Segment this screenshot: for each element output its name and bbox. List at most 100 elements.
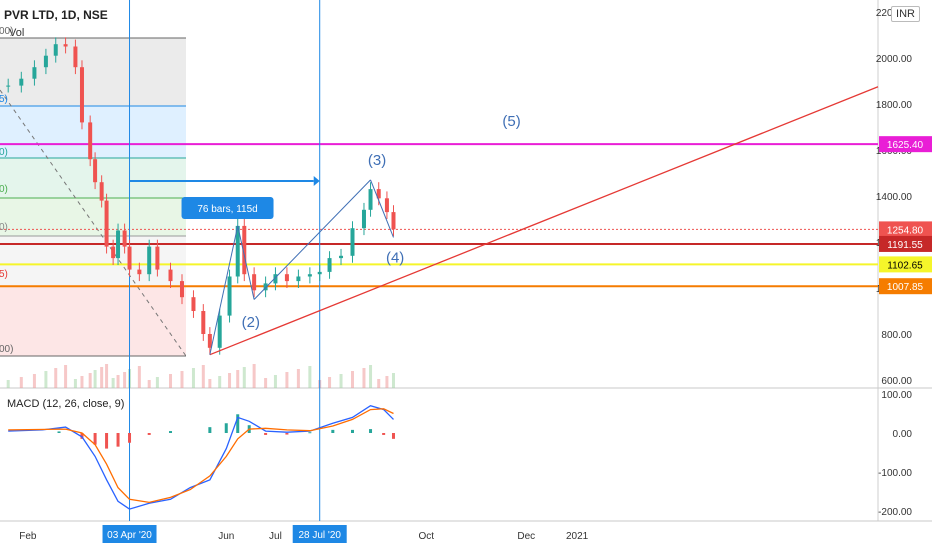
candle-body-32 (296, 276, 301, 282)
candle-body-9 (93, 159, 98, 183)
volume-bar-12 (111, 378, 115, 388)
candle-body-13 (116, 230, 121, 259)
x-tick-label-4: Dec (517, 531, 535, 542)
macd-hist-bar-18 (382, 433, 386, 435)
level-label-0: 1625.40 (887, 140, 924, 151)
candle-body-27 (242, 225, 247, 275)
volume-bar-26 (236, 370, 240, 388)
macd-hist-bar-0 (57, 431, 61, 433)
level-label-4: 1007.85 (887, 282, 924, 293)
candle-body-17 (147, 246, 152, 275)
volume-bar-37 (351, 371, 354, 388)
wave-label-2: (4) (386, 250, 404, 267)
volume-bar-14 (123, 372, 127, 388)
candle-body-1 (19, 78, 24, 86)
volume-bar-18 (155, 377, 159, 388)
candle-body-25 (227, 276, 232, 316)
volume-bar-13 (116, 375, 120, 388)
x-tick-label-2: Jul (269, 531, 282, 542)
candle-body-8 (88, 122, 93, 160)
macd-hist-bar-15 (331, 429, 335, 433)
level-badge-2 (879, 235, 932, 252)
x-tick-label-1: Jun (218, 531, 234, 542)
level-label-3: 1102.65 (887, 260, 923, 271)
level-badge-3 (879, 256, 932, 273)
macd-tick-label-3: -200.00 (878, 507, 912, 518)
volume-bar-41 (385, 376, 389, 388)
x-tick-label-3: Oct (418, 531, 434, 542)
macd-hist-bar-19 (391, 433, 395, 439)
volume-bar-8 (88, 373, 92, 388)
volume-bar-27 (242, 367, 246, 388)
macd-hist-bar-2 (93, 433, 97, 445)
volume-bar-7 (80, 376, 84, 388)
wave-line-2 (237, 225, 255, 300)
macd-tick-label-2: -100.00 (878, 468, 912, 479)
macd-series-line-0 (8, 404, 394, 510)
candle-body-36 (339, 255, 344, 259)
macd-hist-bar-3 (105, 433, 109, 449)
candle-body-18 (155, 246, 160, 270)
candle-body-7 (79, 67, 84, 123)
annotation-bubble (181, 197, 274, 219)
volume-bar-0 (6, 380, 10, 388)
candle-body-20 (179, 281, 184, 298)
volume-bar-2 (32, 374, 36, 388)
volume-bar-4 (54, 368, 58, 388)
candle-body-33 (307, 274, 312, 277)
volume-bar-17 (147, 380, 151, 388)
volume-bar-42 (391, 373, 395, 388)
candle-body-30 (273, 274, 278, 284)
y-tick-label-4: 1400.00 (876, 192, 913, 203)
candle-body-26 (235, 225, 240, 277)
candle-body-38 (361, 209, 366, 229)
candle-body-3 (43, 55, 48, 68)
fib-label-1: 5) (0, 94, 8, 105)
candle-body-2 (32, 67, 37, 79)
annotation-text: 76 bars, 115d (197, 204, 257, 215)
candle-body-12 (111, 246, 116, 259)
macd-series-line-1 (8, 408, 394, 504)
fib-zone-gray (0, 38, 186, 106)
candle-body-37 (350, 228, 355, 256)
candle-body-19 (168, 269, 173, 282)
wave-label-1: (3) (368, 152, 386, 169)
volume-bar-19 (169, 374, 173, 388)
x-tick-label-5: 2021 (566, 531, 589, 542)
volume-bar-28 (252, 364, 256, 388)
x-highlight-label-0: 03 Apr '20 (107, 530, 152, 541)
x-highlight-badge-0 (102, 525, 157, 543)
x-tick-label-0: Feb (19, 531, 37, 542)
currency-button[interactable]: INR (891, 6, 920, 22)
volume-bar-29 (264, 378, 268, 388)
chart-title: PVR LTD, 1D, NSE (4, 8, 108, 22)
volume-bar-23 (208, 379, 212, 388)
wave-label-3: (5) (502, 113, 520, 130)
fib-zone-red (0, 286, 186, 356)
volume-bar-24 (218, 376, 222, 388)
volume-bar-30 (273, 375, 277, 388)
candle-body-15 (127, 246, 132, 270)
candle-body-22 (201, 311, 206, 334)
fib-label-2: 0) (0, 147, 8, 158)
macd-title: MACD (12, 26, close, 9) (7, 398, 125, 410)
macd-hist-bar-9 (224, 423, 228, 433)
x-highlight-badge-1 (292, 525, 347, 543)
candle-body-42 (391, 212, 396, 230)
fib-trend-line (0, 89, 187, 357)
macd-hist-bar-16 (351, 429, 354, 433)
candle-body-24 (217, 315, 222, 348)
candle-body-16 (137, 269, 142, 275)
volume-bar-5 (64, 365, 68, 388)
x-highlight-label-1: 28 Jul '20 (298, 530, 341, 541)
volume-label: Vol (9, 27, 25, 39)
macd-hist-bar-7 (169, 431, 173, 433)
fib-label-6: 00) (0, 344, 14, 355)
volume-bar-32 (296, 369, 300, 388)
fib-label-4: 0) (0, 222, 8, 233)
volume-bar-33 (308, 366, 312, 388)
wave-line-4 (370, 179, 394, 238)
y-tick-label-7: 2000.00 (876, 54, 913, 65)
volume-bar-22 (201, 365, 205, 388)
